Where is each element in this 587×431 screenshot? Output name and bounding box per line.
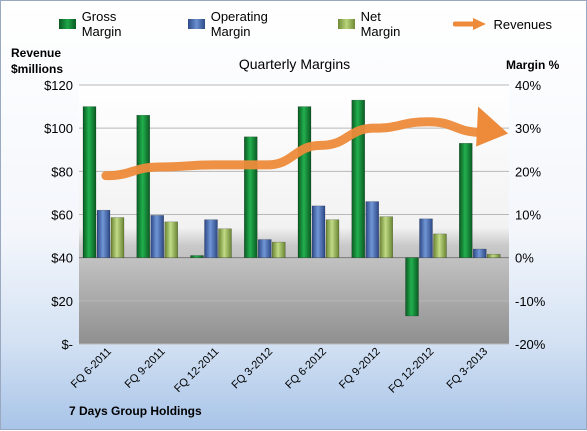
bar-operating-margin	[419, 218, 433, 258]
bar-gross-margin	[459, 143, 473, 258]
legend-item-revenues: Revenues	[453, 17, 552, 32]
bar-operating-margin	[150, 215, 164, 258]
bar-operating-margin	[204, 219, 218, 258]
bar-net-margin	[218, 228, 232, 258]
bar-operating-margin	[473, 248, 487, 258]
legend-item-gross-margin: Gross Margin	[59, 9, 154, 39]
bar-net-margin	[325, 219, 340, 258]
bar-gross-margin	[82, 106, 97, 258]
left-tick-label: $120	[44, 78, 73, 93]
bar-gross-margin	[297, 106, 312, 258]
left-tick-label: $80	[51, 164, 73, 179]
bar-gross-margin	[351, 99, 365, 258]
right-tick-label: -20%	[515, 337, 546, 352]
category-label: FQ 12-2011	[172, 346, 221, 395]
bar-net-margin	[433, 233, 447, 258]
right-axis-label: Margin %	[506, 58, 560, 72]
legend-label-net-margin: Net Margin	[360, 9, 401, 39]
right-tick-label: -10%	[515, 294, 546, 309]
legend-label-gross-margin: Gross Margin	[81, 9, 122, 39]
bar-gross-margin	[244, 136, 258, 258]
right-tick-label: 20%	[515, 164, 541, 179]
left-axis-label: Revenue $millions	[11, 46, 64, 76]
bar-operating-margin	[311, 205, 326, 258]
bar-operating-margin	[258, 239, 272, 258]
bar-gross-margin	[405, 257, 419, 317]
category-label: FQ 6-2012	[283, 346, 329, 392]
legend: Gross Margin Operating Margin Net Margin…	[59, 9, 586, 39]
bar-operating-margin	[365, 201, 379, 258]
category-label: FQ 12-2012	[387, 346, 437, 396]
legend-label-operating-margin: Operating Margin	[210, 9, 268, 39]
legend-swatch-net-margin	[337, 19, 355, 29]
bar-net-margin	[272, 241, 286, 258]
revenue-arrowhead	[476, 106, 509, 147]
left-tick-label: $20	[51, 294, 73, 309]
category-label: FQ 6-2011	[69, 346, 114, 391]
right-tick-label: 30%	[515, 121, 541, 136]
left-tick-label: $-	[61, 337, 73, 352]
left-tick-label: $100	[44, 121, 73, 136]
left-tick-label: $40	[51, 251, 73, 266]
bar-net-margin	[110, 217, 125, 258]
bar-net-margin	[487, 253, 501, 258]
legend-arrow-icon	[453, 18, 487, 30]
legend-item-operating-margin: Operating Margin	[188, 9, 304, 39]
bar-gross-margin	[136, 114, 150, 258]
company-name: 7 Days Group Holdings	[69, 404, 202, 418]
chart-title: Quarterly Margins	[238, 56, 351, 72]
legend-label-revenues: Revenues	[493, 16, 552, 32]
category-label: FQ 3-2013	[445, 346, 491, 392]
right-tick-label: 40%	[515, 78, 541, 93]
left-tick-label: $60	[51, 208, 73, 223]
category-label: FQ 3-2012	[230, 346, 276, 392]
right-tick-label: 0%	[515, 251, 534, 266]
category-label: FQ 9-2012	[337, 346, 383, 392]
bar-operating-margin	[96, 209, 111, 258]
legend-swatch-gross-margin	[59, 19, 76, 29]
right-tick-label: 10%	[515, 208, 541, 223]
bar-net-margin	[164, 221, 178, 258]
legend-swatch-operating-margin	[188, 19, 205, 29]
revenue-line	[101, 117, 487, 181]
bar-gross-margin	[190, 255, 204, 258]
bar-net-margin	[379, 216, 393, 258]
category-label: FQ 9-2011	[123, 346, 168, 391]
legend-item-net-margin: Net Margin	[337, 9, 420, 39]
